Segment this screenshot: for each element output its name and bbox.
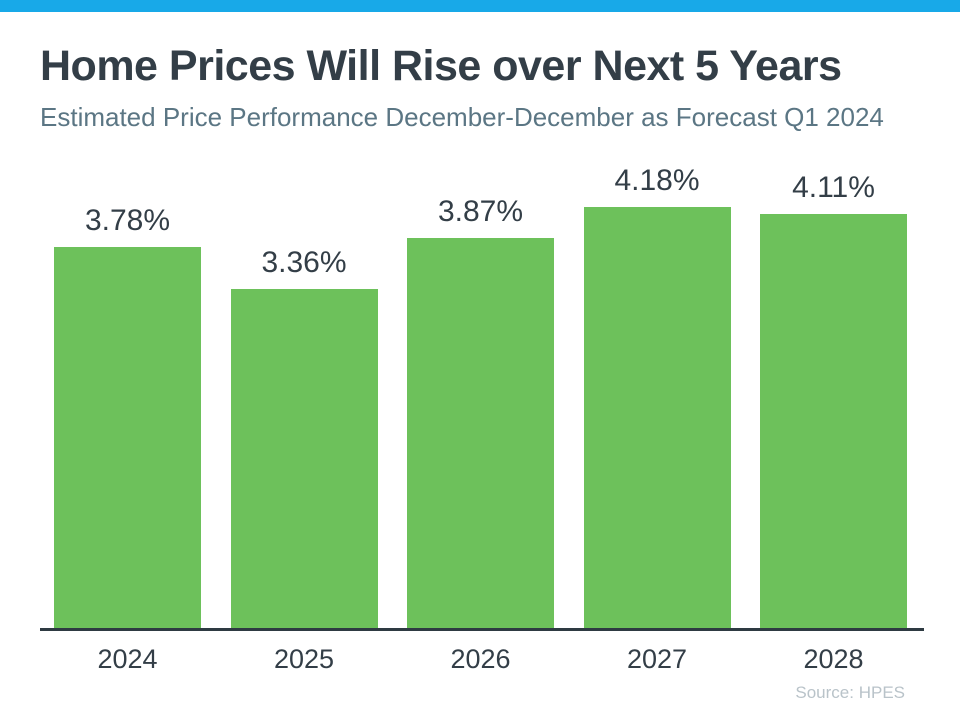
bar [407,238,554,628]
bar-value-label: 3.36% [261,246,347,279]
x-axis-labels-row: 2024 2025 2026 2027 2028 [54,644,907,675]
bar-value-label: 4.18% [614,164,700,197]
bar-group: 3.87% [407,195,554,628]
bar-value-label: 3.87% [437,195,524,228]
bar-group: 3.78% [54,204,201,628]
x-axis-line [40,628,924,631]
brand-accent-bar [0,0,960,12]
x-axis-tick-label: 2024 [97,644,158,674]
bar [760,214,907,628]
bar-group: 3.36% [230,246,378,628]
x-axis-tick-label: 2026 [450,644,511,674]
bar-group: 4.18% [583,164,731,628]
bar-value-label: 4.11% [792,171,875,204]
x-axis-tick-label: 2025 [273,644,335,674]
bar [54,247,201,628]
chart-subtitle: Estimated Price Performance December-Dec… [40,102,884,132]
bar-value-label: 3.78% [84,204,171,237]
bar-group: 4.11% [760,171,907,628]
bar-chart-plot-area: 3.78% 3.36% 3.87% 4.18% 4.11% [54,150,907,628]
bar [583,207,731,628]
x-axis-tick-label: 2027 [626,644,688,674]
x-axis-tick-label: 2028 [803,644,864,674]
chart-title: Home Prices Will Rise over Next 5 Years [40,42,842,90]
bar [230,289,378,628]
source-attribution: Source: HPES [795,683,905,702]
